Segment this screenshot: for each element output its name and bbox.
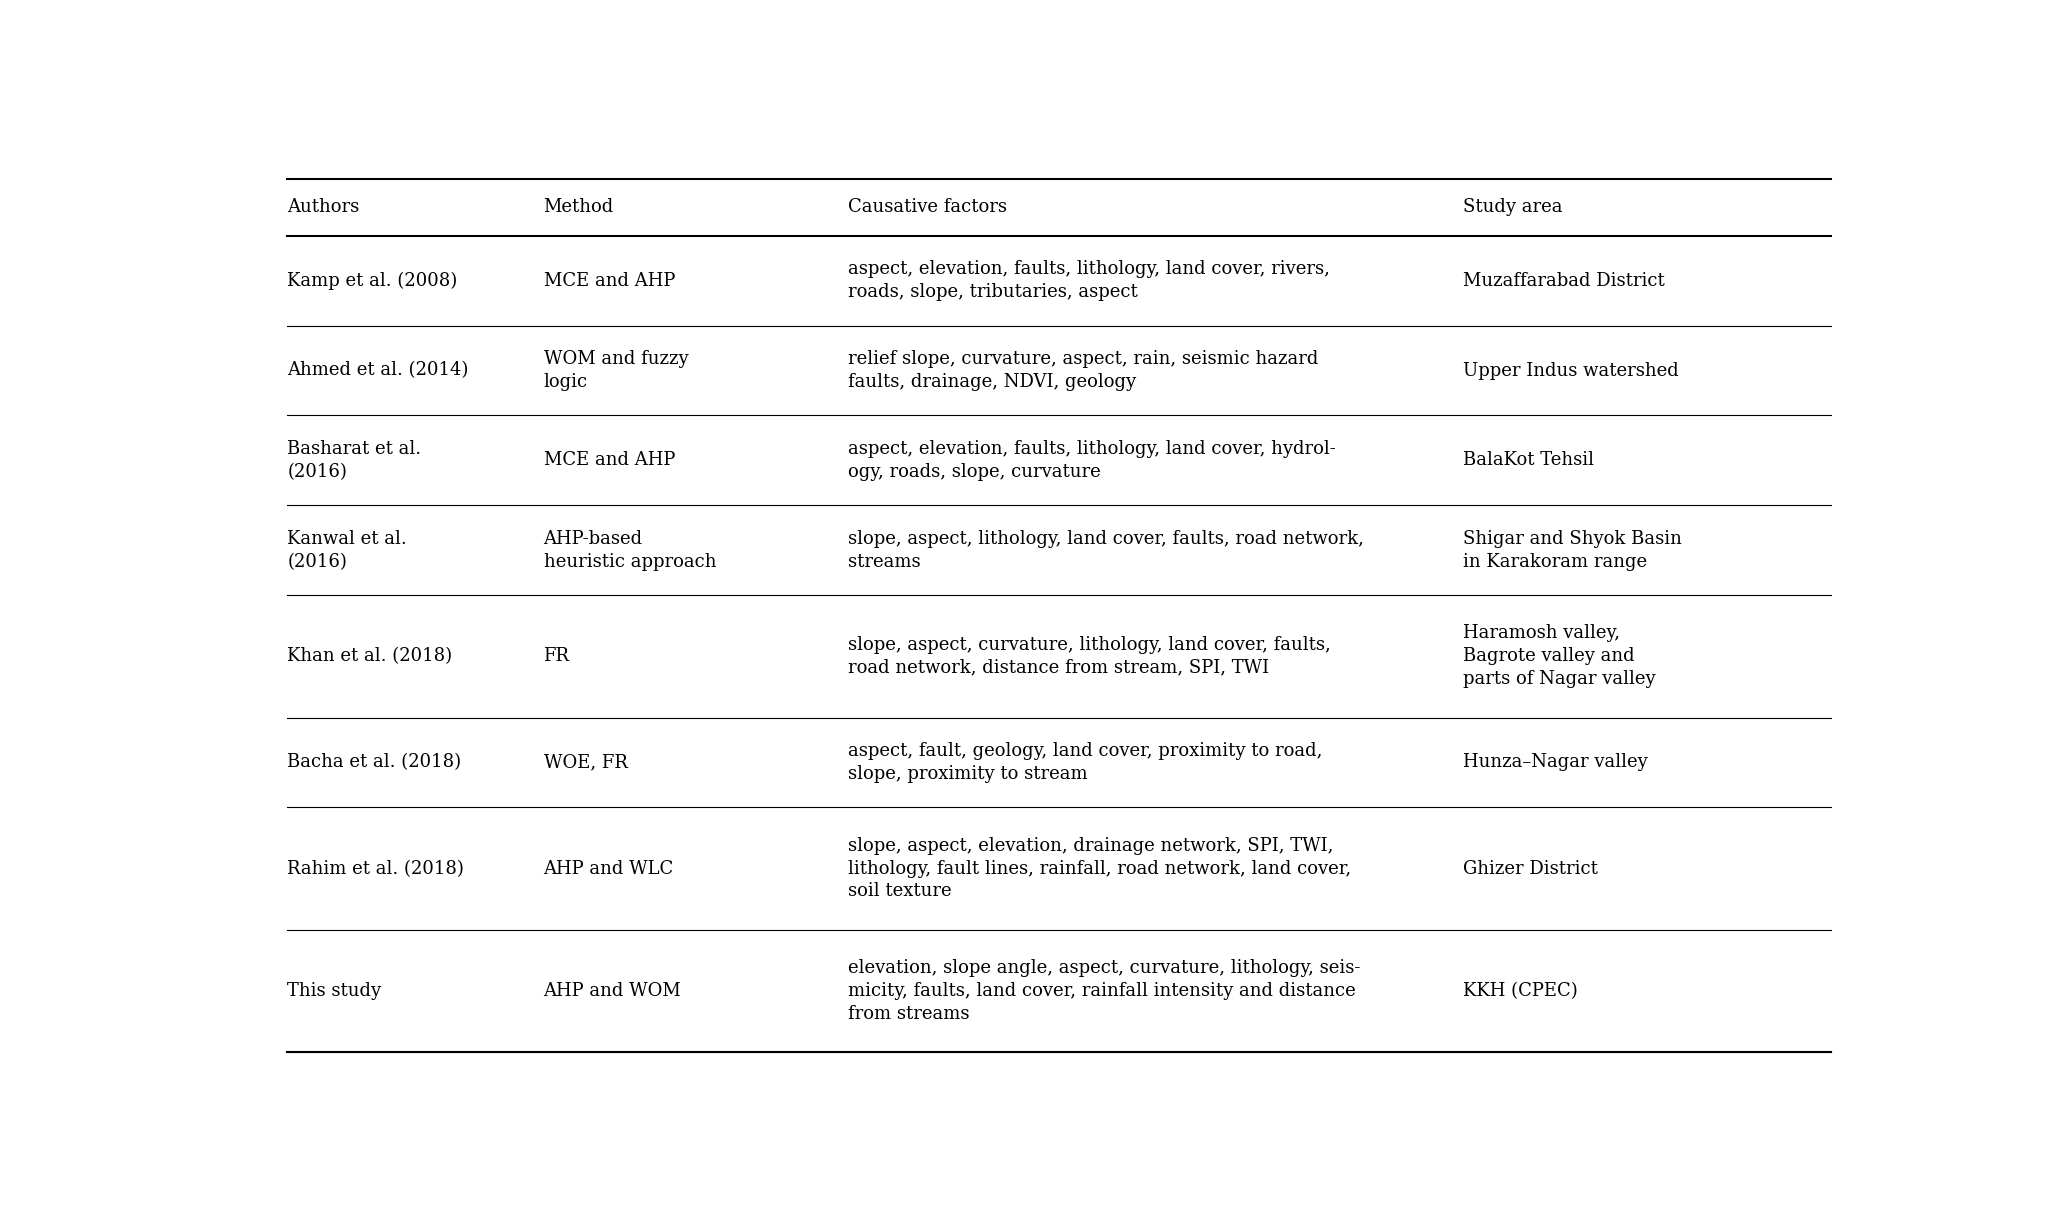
Text: Basharat et al.
(2016): Basharat et al. (2016)	[287, 440, 422, 480]
Text: WOE, FR: WOE, FR	[544, 754, 628, 771]
Text: elevation, slope angle, aspect, curvature, lithology, seis-
micity, faults, land: elevation, slope angle, aspect, curvatur…	[847, 959, 1360, 1023]
Text: aspect, elevation, faults, lithology, land cover, hydrol-
ogy, roads, slope, cur: aspect, elevation, faults, lithology, la…	[847, 440, 1335, 480]
Text: Ghizer District: Ghizer District	[1463, 860, 1598, 878]
Text: WOM and fuzzy
logic: WOM and fuzzy logic	[544, 350, 688, 392]
Text: Causative factors: Causative factors	[847, 198, 1007, 216]
Text: slope, aspect, elevation, drainage network, SPI, TWI,
lithology, fault lines, ra: slope, aspect, elevation, drainage netwo…	[847, 837, 1352, 901]
Text: Upper Indus watershed: Upper Indus watershed	[1463, 361, 1678, 379]
Text: Method: Method	[544, 198, 614, 216]
Text: slope, aspect, curvature, lithology, land cover, faults,
road network, distance : slope, aspect, curvature, lithology, lan…	[847, 636, 1331, 677]
Text: Rahim et al. (2018): Rahim et al. (2018)	[287, 860, 465, 878]
Text: AHP and WOM: AHP and WOM	[544, 983, 682, 1000]
Text: Ahmed et al. (2014): Ahmed et al. (2014)	[287, 361, 469, 379]
Text: Study area: Study area	[1463, 198, 1563, 216]
Text: MCE and AHP: MCE and AHP	[544, 271, 676, 289]
Text: KKH (CPEC): KKH (CPEC)	[1463, 983, 1577, 1000]
Text: slope, aspect, lithology, land cover, faults, road network,
streams: slope, aspect, lithology, land cover, fa…	[847, 530, 1364, 570]
Text: aspect, fault, geology, land cover, proximity to road,
slope, proximity to strea: aspect, fault, geology, land cover, prox…	[847, 742, 1323, 783]
Text: Khan et al. (2018): Khan et al. (2018)	[287, 647, 453, 665]
Text: BalaKot Tehsil: BalaKot Tehsil	[1463, 451, 1594, 469]
Text: Haramosh valley,
Bagrote valley and
parts of Nagar valley: Haramosh valley, Bagrote valley and part…	[1463, 624, 1656, 688]
Text: Kamp et al. (2008): Kamp et al. (2008)	[287, 271, 457, 289]
Text: Bacha et al. (2018): Bacha et al. (2018)	[287, 754, 461, 771]
Text: relief slope, curvature, aspect, rain, seismic hazard
faults, drainage, NDVI, ge: relief slope, curvature, aspect, rain, s…	[847, 350, 1319, 392]
Text: Kanwal et al.
(2016): Kanwal et al. (2016)	[287, 530, 407, 570]
Text: Muzaffarabad District: Muzaffarabad District	[1463, 271, 1664, 289]
Text: FR: FR	[544, 647, 570, 665]
Text: This study: This study	[287, 983, 380, 1000]
Text: AHP-based
heuristic approach: AHP-based heuristic approach	[544, 530, 715, 570]
Text: Authors: Authors	[287, 198, 360, 216]
Text: Shigar and Shyok Basin
in Karakoram range: Shigar and Shyok Basin in Karakoram rang…	[1463, 530, 1683, 570]
Text: Hunza–Nagar valley: Hunza–Nagar valley	[1463, 754, 1647, 771]
Text: AHP and WLC: AHP and WLC	[544, 860, 674, 878]
Text: aspect, elevation, faults, lithology, land cover, rivers,
roads, slope, tributar: aspect, elevation, faults, lithology, la…	[847, 260, 1329, 302]
Text: MCE and AHP: MCE and AHP	[544, 451, 676, 469]
